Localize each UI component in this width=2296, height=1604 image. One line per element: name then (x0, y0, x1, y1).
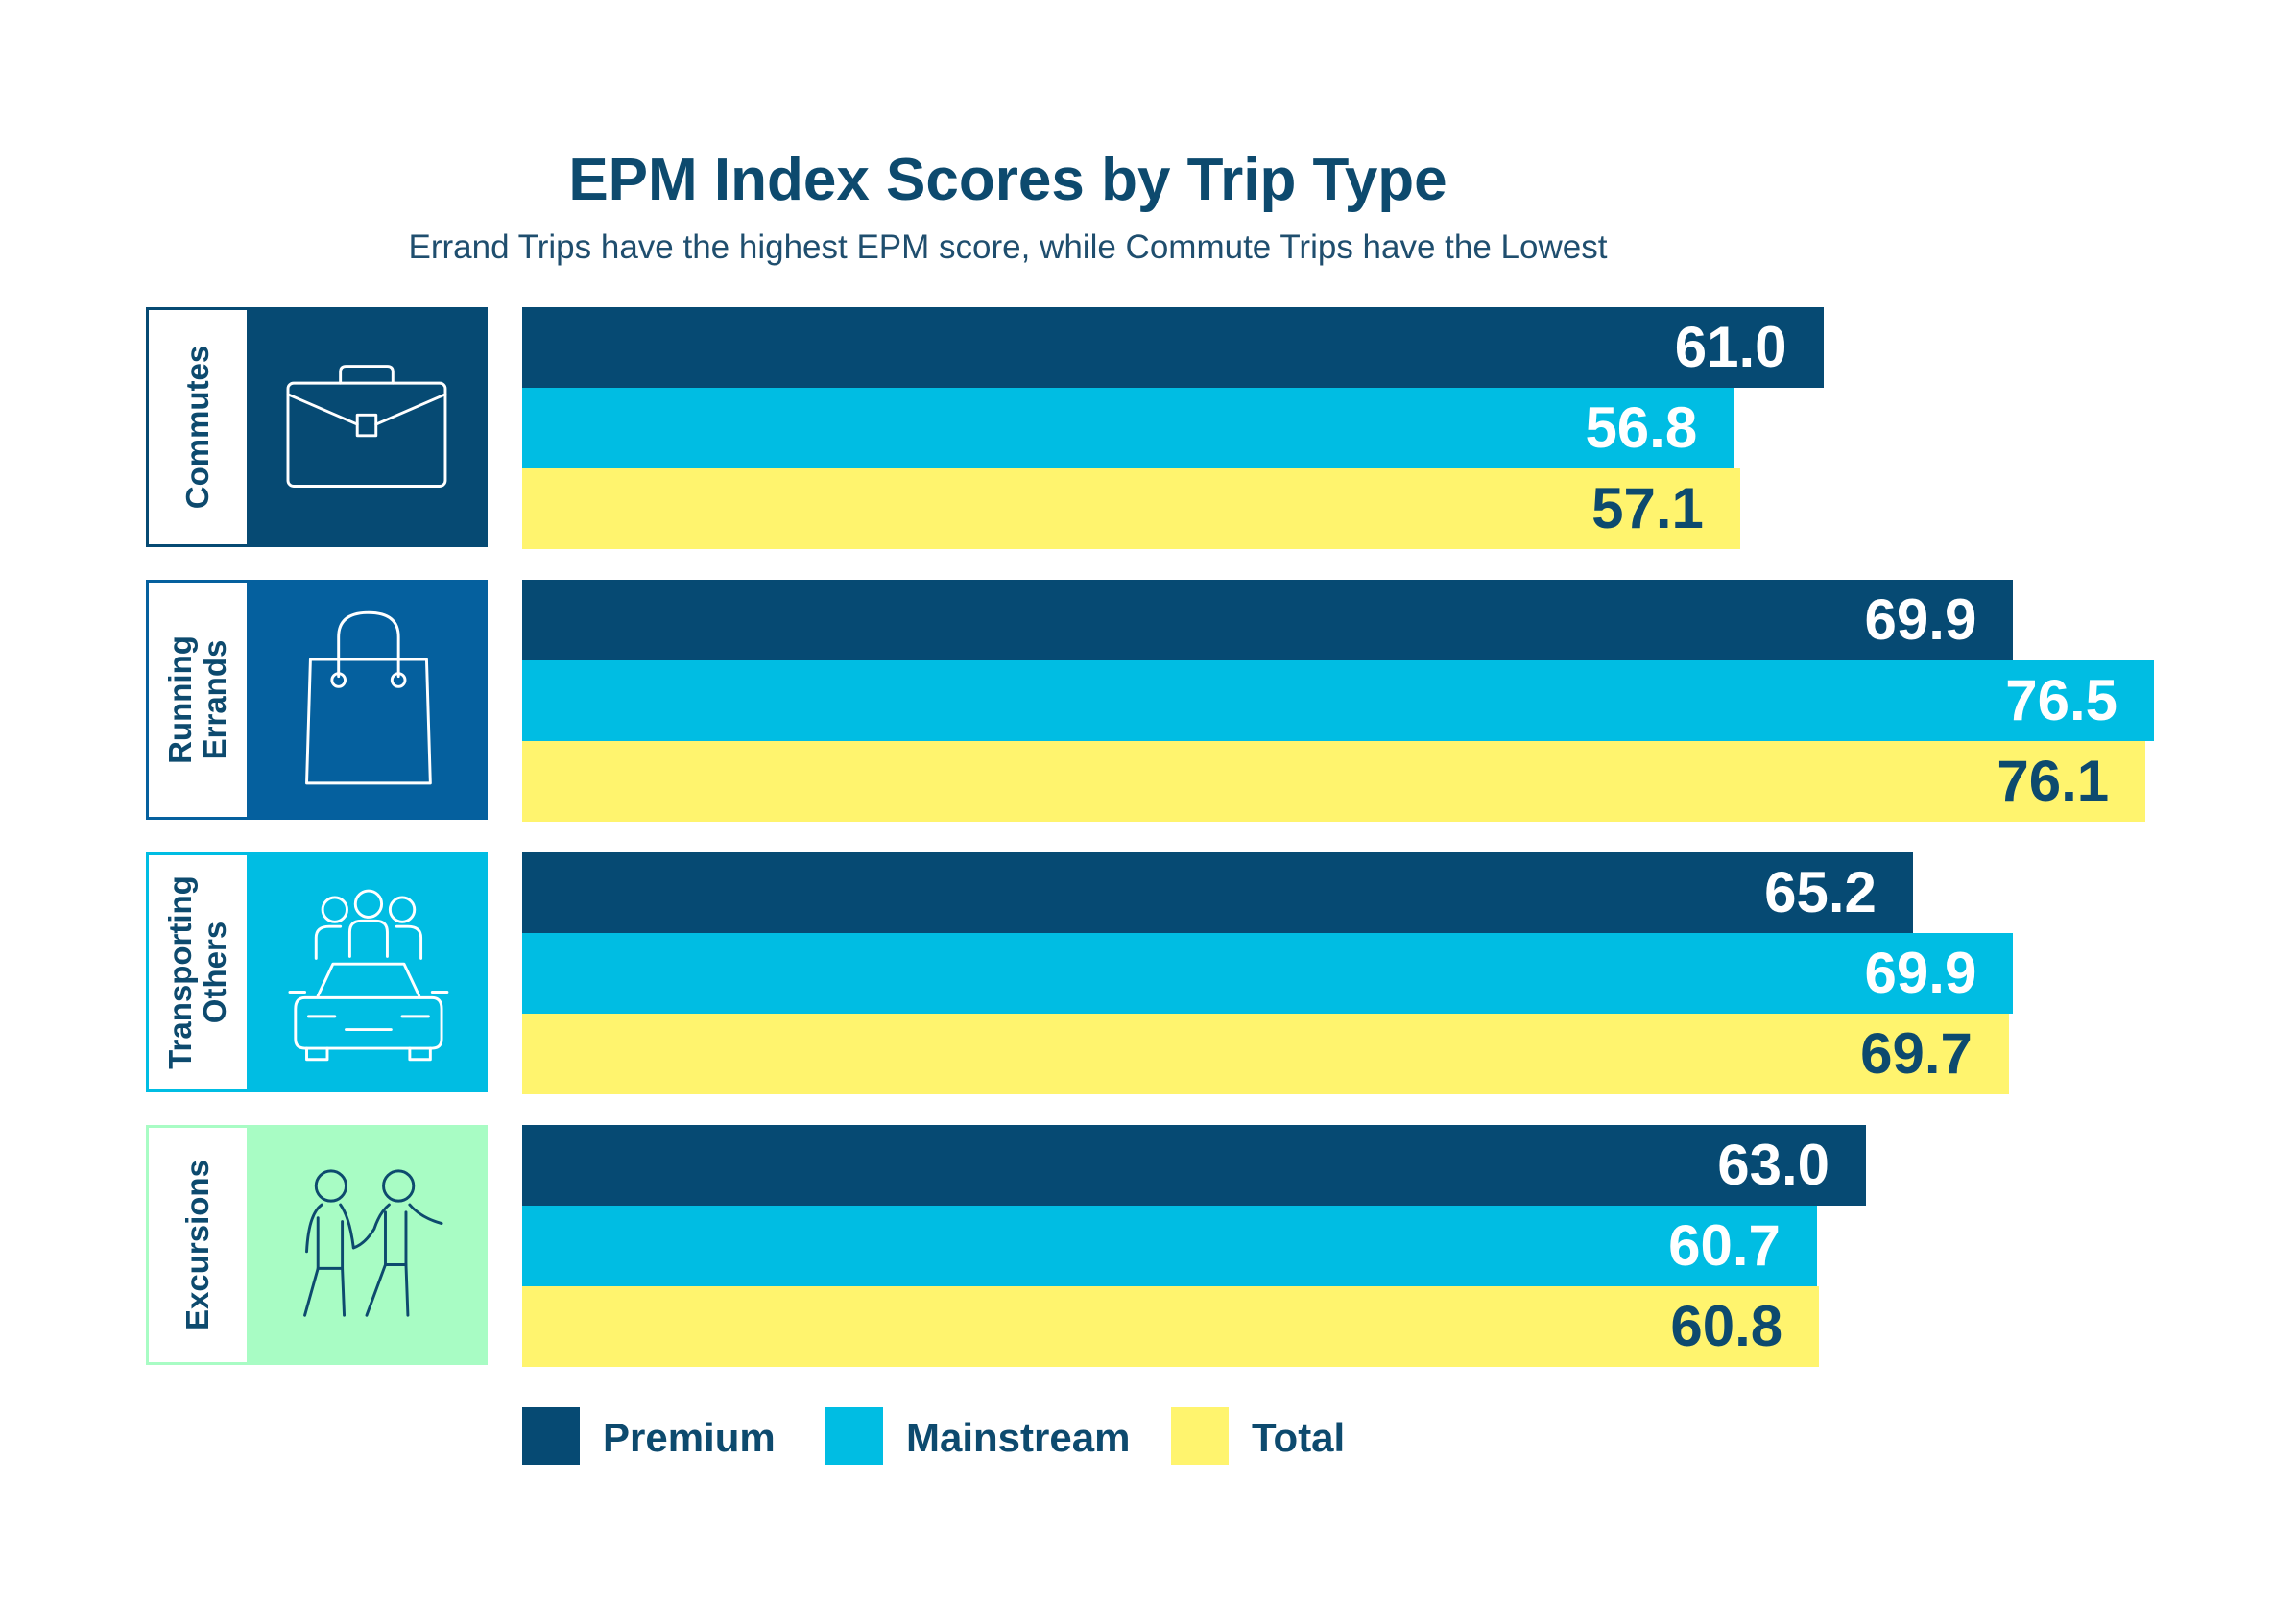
bar-premium-excursions: 63.0 (522, 1125, 1866, 1206)
chart-title: EPM Index Scores by Trip Type (568, 147, 1447, 213)
briefcase-icon (286, 365, 447, 488)
bar-mainstream-running-errands: 76.5 (522, 660, 2154, 741)
data-label: 63.0 (1717, 1133, 1830, 1197)
data-label: 61.0 (1674, 315, 1787, 379)
bar-total-excursions: 60.8 (522, 1286, 1820, 1367)
data-label: 60.7 (1668, 1213, 1781, 1278)
category-transporting-others: Transporting Others (146, 852, 488, 1092)
category-icon-box (247, 855, 485, 1089)
category-icon-box (247, 583, 485, 817)
data-label: 65.2 (1764, 860, 1877, 924)
bar-mainstream-transporting-others: 69.9 (522, 933, 2014, 1014)
data-label: 56.8 (1585, 395, 1698, 460)
bar-mainstream-commutes: 56.8 (522, 388, 1734, 468)
data-label: 76.1 (1997, 749, 2110, 813)
data-label: 60.8 (1670, 1294, 1783, 1358)
data-label: 69.7 (1860, 1021, 1973, 1086)
legend-swatch-mainstream (825, 1407, 883, 1465)
category-excursions: Excursions (146, 1125, 488, 1365)
legend-swatch-total (1171, 1407, 1229, 1465)
data-label: 76.5 (2005, 668, 2117, 732)
category-icon-box (247, 310, 485, 544)
family-car-icon (288, 889, 449, 1062)
legend-label-total: Total (1252, 1415, 1346, 1460)
category-label: Running Errands (162, 635, 232, 764)
data-label: 69.9 (1864, 587, 1977, 652)
category-commutes: Commutes (146, 307, 488, 547)
shopping-bag-icon (305, 610, 432, 785)
bar-total-commutes: 57.1 (522, 468, 1740, 549)
category-label-box: Running Errands (149, 583, 247, 817)
category-label-box: Commutes (149, 310, 247, 544)
bar-premium-transporting-others: 65.2 (522, 852, 1913, 933)
chart-subtitle: Errand Trips have the highest EPM score,… (408, 228, 1608, 266)
bar-premium-running-errands: 69.9 (522, 580, 2014, 660)
legend-label-premium: Premium (603, 1415, 776, 1460)
walking-people-icon (303, 1169, 443, 1317)
bar-total-running-errands: 76.1 (522, 741, 2146, 822)
legend-label-mainstream: Mainstream (906, 1415, 1131, 1460)
legend-swatch-premium (522, 1407, 580, 1465)
data-label: 57.1 (1591, 476, 1704, 540)
bar-total-transporting-others: 69.7 (522, 1014, 2009, 1094)
data-label: 69.9 (1864, 941, 1977, 1005)
category-label: Excursions (179, 1160, 215, 1330)
category-label-box: Transporting Others (149, 855, 247, 1089)
category-label: Transporting Others (162, 875, 232, 1069)
category-running-errands: Running Errands (146, 580, 488, 820)
bar-premium-commutes: 61.0 (522, 307, 1824, 388)
bar-mainstream-excursions: 60.7 (522, 1206, 1817, 1286)
category-label: Commutes (179, 345, 215, 510)
category-icon-box (247, 1128, 485, 1362)
category-label-box: Excursions (149, 1128, 247, 1362)
